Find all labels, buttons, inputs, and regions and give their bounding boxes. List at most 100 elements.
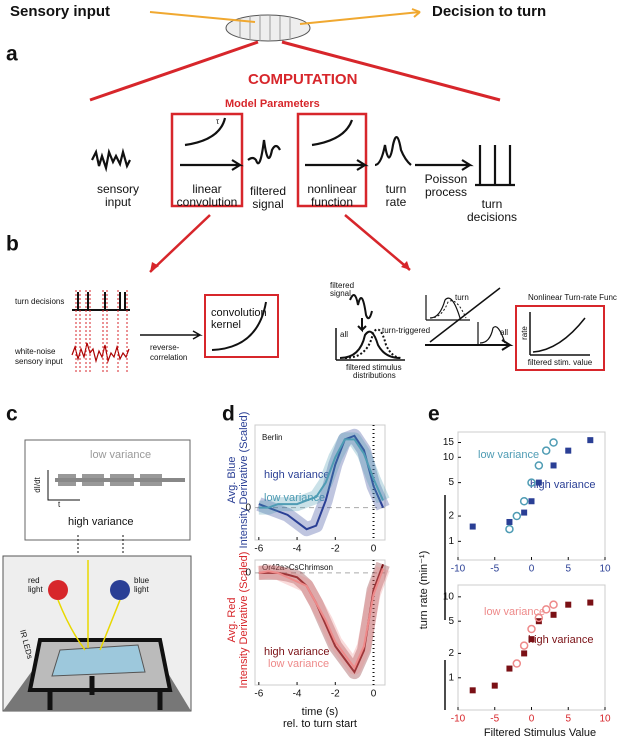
text: reverse- xyxy=(150,343,180,352)
line xyxy=(258,568,385,670)
step-label: convolution xyxy=(177,195,238,209)
nl-box xyxy=(515,305,605,371)
text: t xyxy=(58,500,61,509)
step-label: rate xyxy=(386,195,407,209)
step-label: Poisson xyxy=(425,172,468,186)
panel-label: e xyxy=(428,403,440,426)
legend-entry: low variance xyxy=(268,658,329,670)
x-tick-label: 0 xyxy=(529,714,535,725)
step-label: sensory xyxy=(97,182,139,196)
point xyxy=(512,659,522,668)
distributions xyxy=(335,287,514,361)
panel-label: d xyxy=(222,403,235,426)
y-tick-label: 0 xyxy=(245,502,251,513)
point xyxy=(541,446,551,455)
arrows xyxy=(149,214,411,273)
line xyxy=(258,434,385,531)
text: all xyxy=(500,328,508,337)
plot-frame xyxy=(254,424,386,541)
y-tick-label: 0 xyxy=(245,568,251,579)
point xyxy=(528,636,535,643)
nl-curve xyxy=(529,312,590,356)
x-tick-label: 5 xyxy=(565,714,571,725)
model-params: Model Parameters xyxy=(225,98,320,110)
x-tick-label: 5 xyxy=(565,564,571,575)
point xyxy=(534,461,544,470)
y-tick-label: 15 xyxy=(443,437,455,448)
x-label: Filtered Stimulus Value xyxy=(484,727,596,739)
param-box xyxy=(296,112,368,208)
x-tick-label: -4 xyxy=(293,689,302,700)
plot-frame xyxy=(457,584,606,711)
step-label: turn xyxy=(386,182,407,196)
plate xyxy=(51,644,146,677)
x-tick-label: -5 xyxy=(490,564,499,575)
point xyxy=(469,687,476,694)
text: turn-triggered xyxy=(382,326,430,335)
x-tick-label: 10 xyxy=(599,564,611,575)
text: dI/dt xyxy=(33,476,42,492)
funnel xyxy=(89,40,501,102)
arrow xyxy=(140,330,203,340)
input-label: Sensory input xyxy=(10,3,110,20)
text: filtered stimulus xyxy=(346,363,402,372)
annotation: Berlin xyxy=(262,433,282,442)
text: turn decisions xyxy=(15,297,64,306)
step-label: signal xyxy=(252,197,283,211)
text: rate xyxy=(520,326,529,340)
blue-bulb xyxy=(110,580,130,600)
turn-raster xyxy=(71,290,130,372)
point xyxy=(550,462,557,469)
text: sensory input xyxy=(15,357,63,366)
text: light xyxy=(28,585,43,594)
text: blue xyxy=(134,576,150,585)
annotation: Or42a>CsChrimson xyxy=(262,563,333,572)
y-label: Intensity Derivative (Scaled) xyxy=(238,412,250,549)
point xyxy=(506,665,513,672)
point xyxy=(506,518,513,525)
y-tick-label: 2 xyxy=(448,648,454,659)
text: white-noise xyxy=(14,347,56,356)
panel-label: c xyxy=(6,403,18,426)
beams xyxy=(57,560,121,651)
point xyxy=(491,682,498,689)
x-label: rel. to turn start xyxy=(283,718,357,730)
output-label: Decision to turn xyxy=(432,3,546,20)
kernel-curve xyxy=(211,301,267,351)
step-label: process xyxy=(425,185,467,199)
text: distributions xyxy=(353,371,396,380)
y-tick-label: 1 xyxy=(448,536,454,547)
point xyxy=(527,478,536,487)
x-tick-label: -4 xyxy=(293,544,302,555)
y-tick-label: 10 xyxy=(443,452,455,463)
step-label: linear xyxy=(192,182,221,196)
step-label: nonlinear xyxy=(307,182,356,196)
point xyxy=(519,641,529,650)
y-tick-label: 10 xyxy=(443,591,455,602)
y-tick-label: 5 xyxy=(448,477,454,488)
text: signal xyxy=(330,289,351,298)
y-tick-label: 2 xyxy=(448,511,454,522)
x-tick-label: -6 xyxy=(254,689,263,700)
plot-frame xyxy=(254,559,386,686)
y-label: Avg. Red xyxy=(226,597,238,642)
pipeline-icons xyxy=(91,117,515,187)
line xyxy=(258,438,385,509)
y-tick-label: 5 xyxy=(448,616,454,627)
legend-entry: low variance xyxy=(478,449,539,461)
text: high variance xyxy=(68,516,133,528)
point xyxy=(550,611,557,618)
text: light xyxy=(134,585,149,594)
y-tick-label: 1 xyxy=(448,672,454,683)
legend-entry: low variance xyxy=(484,606,545,618)
legend-entry: high variance xyxy=(264,469,329,481)
step-label: turn xyxy=(482,197,503,211)
point xyxy=(565,601,572,608)
legend-entry: low variance xyxy=(264,492,325,504)
x-tick-label: -6 xyxy=(254,544,263,555)
text: Nonlinear Turn-rate Function xyxy=(528,293,617,302)
red-bulb xyxy=(48,580,68,600)
arrowheads xyxy=(150,261,410,272)
x-tick-label: -5 xyxy=(490,714,499,725)
